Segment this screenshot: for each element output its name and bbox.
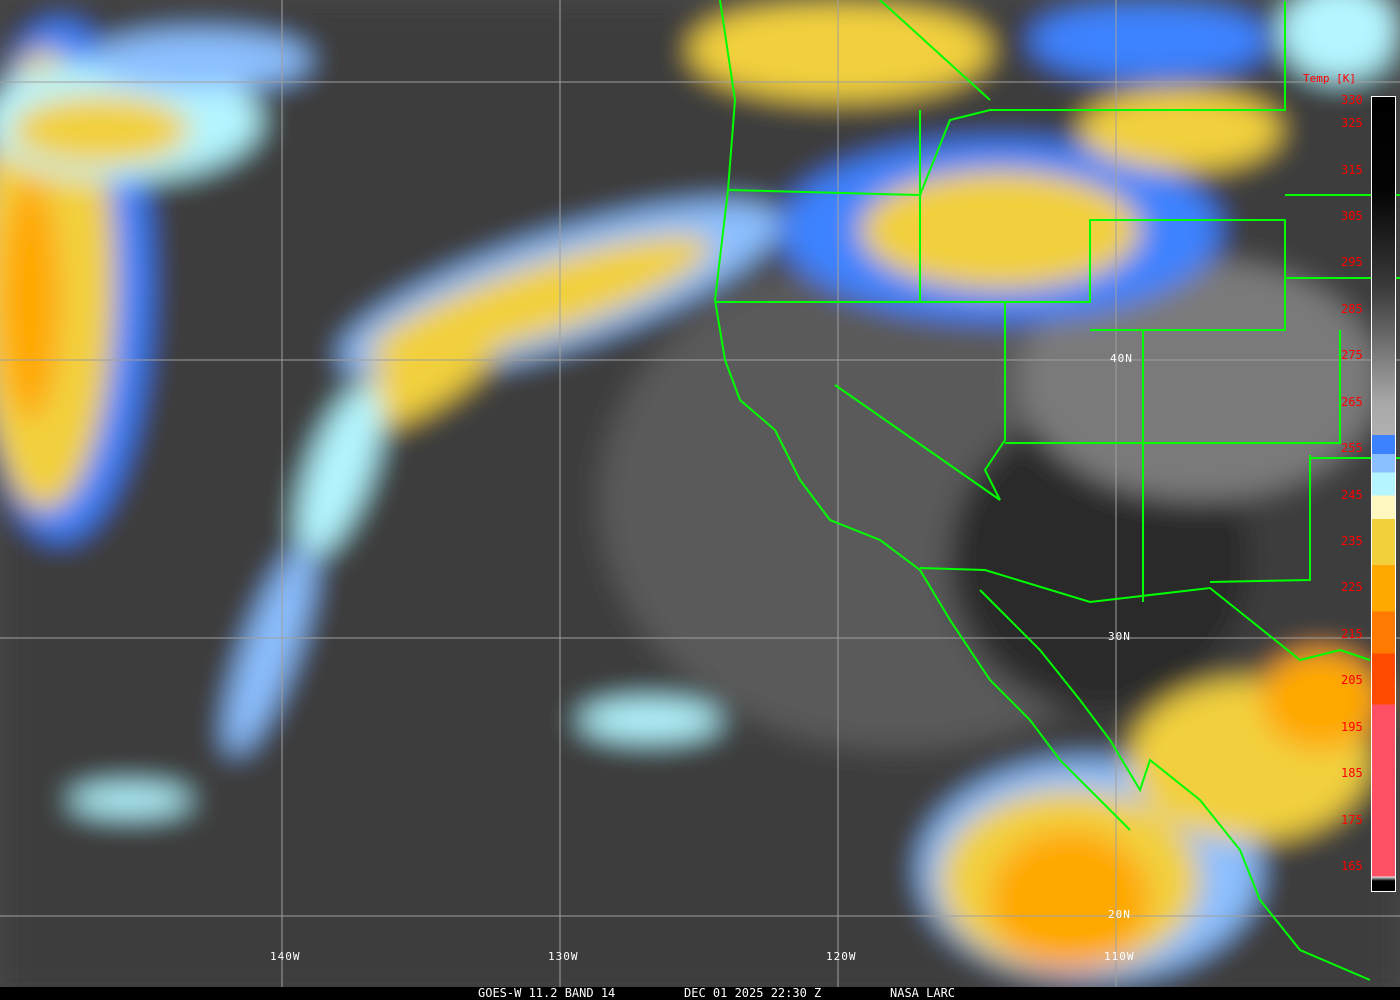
lon-label-130w: 130W [548, 950, 579, 963]
legend-tick: 275 [1341, 348, 1363, 363]
caption-bar: GOES-W 11.2 BAND 14 DEC 01 2025 22:30 Z … [0, 987, 1400, 1000]
us-mexico-border [919, 567, 1371, 662]
lon-label-140w: 140W [270, 950, 301, 963]
lat-label-20n: 20N [1108, 908, 1131, 921]
lon-label-110w: 110W [1104, 950, 1135, 963]
legend-tick: 225 [1341, 580, 1363, 595]
legend-tick: 325 [1341, 116, 1363, 131]
legend-tick: 245 [1341, 487, 1363, 502]
boundaries [713, 0, 1400, 981]
legend-tick: 265 [1341, 394, 1363, 409]
legend-tick: 195 [1341, 719, 1363, 734]
baja-gulf-coast [979, 589, 1371, 981]
legend-tick: 235 [1341, 534, 1363, 549]
legend-tick: 255 [1341, 441, 1363, 456]
lon-label-120w: 120W [826, 950, 857, 963]
legend-title: Temp [K] [1303, 72, 1356, 85]
legend-tick: 305 [1341, 209, 1363, 224]
legend-tick: 185 [1341, 766, 1363, 781]
lat-label-30n: 30N [1108, 630, 1131, 643]
caption-source: NASA LARC [890, 986, 956, 1000]
legend-tick: 215 [1341, 626, 1363, 641]
legend-tick: 295 [1341, 255, 1363, 270]
colorbar [1371, 96, 1396, 892]
legend-tick: 330 [1341, 93, 1363, 107]
legend-tick: 175 [1341, 812, 1363, 827]
legend-tick: 285 [1341, 301, 1363, 316]
state-borders [727, 1, 1286, 197]
caption-datetime: DEC 01 2025 22:30 Z [684, 986, 822, 1000]
coastline [713, 0, 1131, 831]
legend-tick: 205 [1341, 673, 1363, 688]
legend-tick: 315 [1341, 162, 1363, 177]
legend-tick: 165 [1341, 859, 1363, 873]
caption-product: GOES-W 11.2 BAND 14 [478, 986, 616, 1000]
lat-label-40n: 40N [1110, 352, 1133, 365]
